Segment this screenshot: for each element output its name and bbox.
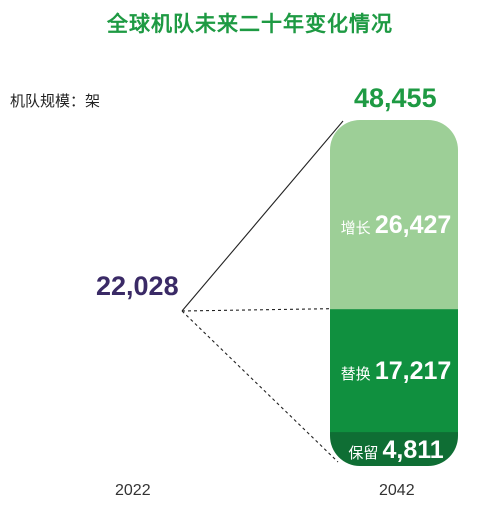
chart-title: 全球机队未来二十年变化情况 [107, 13, 393, 36]
x-tick-label-2042: 2042 [379, 482, 415, 499]
bar-segment-1 [330, 308, 458, 433]
connector-line-top [181, 120, 344, 312]
connector-line-mid [181, 308, 331, 312]
bar-segment-name-0: 保留 [348, 445, 382, 462]
bar-segment-label-0: 保留 4,811 [348, 436, 443, 464]
bar-segment-0 [330, 431, 458, 466]
bar-segment-name-2: 增长 [341, 220, 375, 237]
bar-segment-name-1: 替换 [341, 366, 375, 383]
unit-label: 机队规模：架 [10, 93, 101, 110]
connector-line-bottom [181, 310, 339, 463]
x-tick-label-2022: 2022 [115, 482, 151, 499]
bar-segment-value-2: 26,427 [375, 211, 451, 239]
bar-segment-value-0: 4,811 [382, 436, 443, 464]
bar-segment-value-1: 17,217 [375, 357, 451, 385]
bar-segment-label-1: 替换 17,217 [341, 357, 452, 385]
bar-segment-label-2: 增长 26,427 [341, 211, 452, 239]
start-value-label: 22,028 [96, 271, 179, 301]
total-value-label: 48,455 [354, 83, 437, 113]
bar-segment-2 [330, 120, 458, 310]
